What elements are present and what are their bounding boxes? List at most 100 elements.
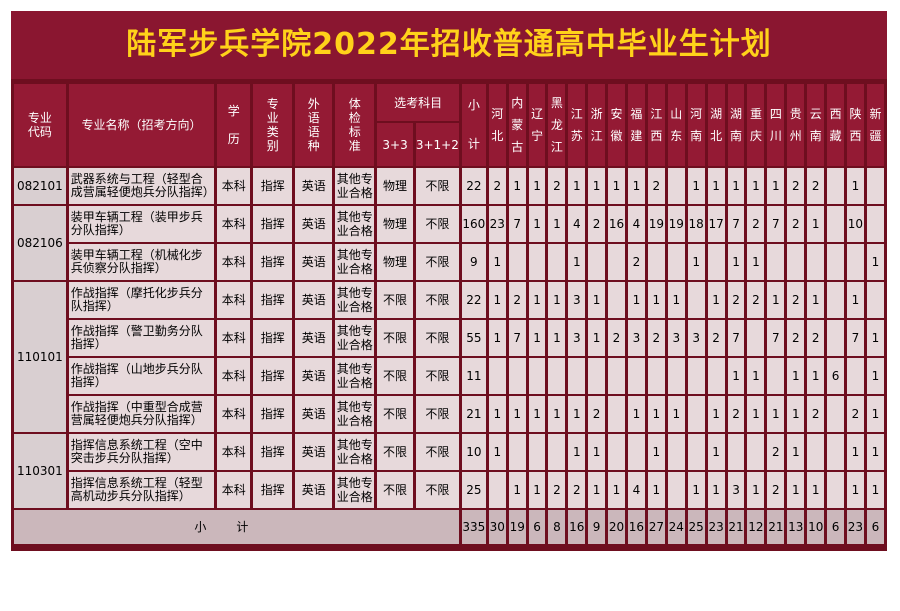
health-standard-cell: 其他专业合格: [335, 358, 375, 394]
province-quota-cell: 1: [568, 244, 586, 280]
province-quota-cell: [827, 282, 844, 318]
province-quota-cell: [528, 244, 546, 280]
province-quota-cell: 1: [727, 244, 745, 280]
province-quota-cell: 1: [548, 396, 566, 432]
education-cell: 本科: [217, 168, 251, 204]
province-quota-cell: 1: [866, 396, 884, 432]
subject-33-cell: 不限: [377, 282, 413, 318]
province-quota-cell: 1: [528, 396, 546, 432]
province-quota-cell: 2: [707, 320, 725, 356]
province-total-cell: 12: [747, 510, 765, 544]
province-quota-cell: [767, 244, 785, 280]
province-quota-cell: 1: [866, 434, 884, 470]
province-quota-cell: 4: [627, 206, 645, 242]
province-quota-cell: 1: [747, 472, 765, 508]
province-quota-cell: [866, 282, 884, 318]
header-subject-33: 3+3: [377, 123, 413, 166]
subtotal-cell: 9: [461, 244, 486, 280]
province-quota-cell: 1: [488, 320, 506, 356]
province-quota-cell: 4: [568, 206, 586, 242]
page-title: 陆军步兵学院2022年招收普通高中毕业生计划: [11, 11, 887, 79]
province-quota-cell: [687, 358, 705, 394]
major-name-cell: 装甲车辆工程（机械化步兵侦察分队指挥）: [68, 244, 215, 280]
province-quota-cell: 2: [727, 396, 745, 432]
province-quota-cell: [846, 244, 864, 280]
province-quota-cell: 7: [767, 320, 785, 356]
province-quota-cell: 1: [807, 358, 825, 394]
subtotal-cell: 55: [461, 320, 486, 356]
province-quota-cell: [807, 434, 825, 470]
province-quota-cell: 1: [528, 206, 546, 242]
province-total-cell: 27: [647, 510, 665, 544]
header-province: 云 南: [807, 84, 825, 166]
province-total-cell: 19: [508, 510, 526, 544]
major-name-cell: 装甲车辆工程（装甲步兵分队指挥）: [68, 206, 215, 242]
province-quota-cell: 16: [608, 206, 625, 242]
province-quota-cell: 1: [627, 282, 645, 318]
major-type-cell: 指挥: [253, 358, 293, 394]
province-quota-cell: [608, 282, 625, 318]
header-name: 专业名称（招考方向）: [68, 84, 215, 166]
province-quota-cell: [747, 434, 765, 470]
major-name-cell: 武器系统与工程（轻型合成营属轻便炮兵分队指挥）: [68, 168, 215, 204]
province-total-cell: 30: [488, 510, 506, 544]
province-quota-cell: 1: [846, 282, 864, 318]
province-quota-cell: 1: [608, 472, 625, 508]
province-quota-cell: 3: [727, 472, 745, 508]
major-name-cell: 作战指挥（中重型合成营营属轻便炮兵分队指挥）: [68, 396, 215, 432]
health-standard-cell: 其他专业合格: [335, 320, 375, 356]
province-quota-cell: 1: [528, 472, 546, 508]
health-standard-cell: 其他专业合格: [335, 396, 375, 432]
province-quota-cell: [846, 358, 864, 394]
major-code-cell: 110301: [14, 434, 66, 508]
table-row: 082106 装甲车辆工程（装甲步兵分队指挥） 本科 指挥 英语 其他专业合格 物理 不限 16…: [14, 206, 884, 280]
province-quota-cell: 2: [807, 396, 825, 432]
enrollment-table: 专业 代码 专业名称（招考方向） 学 历 专 业 类 别 外 语 语 种 体 检…: [11, 82, 887, 546]
province-quota-cell: 4: [627, 472, 645, 508]
language-cell: 英语: [295, 434, 333, 470]
education-cell: 本科: [217, 434, 251, 470]
province-quota-cell: 1: [568, 168, 586, 204]
province-quota-cell: 1: [866, 472, 884, 508]
education-cell: 本科: [217, 206, 251, 242]
province-quota-cell: [627, 358, 645, 394]
province-quota-cell: [667, 168, 685, 204]
province-quota-cell: 2: [548, 472, 566, 508]
province-quota-cell: 1: [588, 472, 606, 508]
header-province: 贵 州: [787, 84, 805, 166]
province-quota-cell: [707, 358, 725, 394]
header-province: 新 疆: [866, 84, 884, 166]
table-row: 作战指挥（警卫勤务分队指挥） 本科 指挥 英语 其他专业合格 不限 不限 55 1 7 1 1 3 1 2 3…: [14, 320, 884, 356]
province-quota-cell: 1: [588, 282, 606, 318]
province-quota-cell: 2: [747, 206, 765, 242]
province-quota-cell: 2: [568, 472, 586, 508]
header-edu: 学 历: [217, 84, 251, 166]
province-quota-cell: 2: [588, 396, 606, 432]
education-cell: 本科: [217, 472, 251, 508]
major-code-cell: 082101: [14, 168, 66, 204]
header-province: 江 西: [647, 84, 665, 166]
language-cell: 英语: [295, 396, 333, 432]
subtotal-cell: 10: [461, 434, 486, 470]
major-name-cell: 作战指挥（摩托化步兵分队指挥）: [68, 282, 215, 318]
province-quota-cell: [647, 358, 665, 394]
province-quota-cell: 1: [647, 434, 665, 470]
province-quota-cell: [568, 358, 586, 394]
province-quota-cell: [667, 244, 685, 280]
province-quota-cell: [827, 472, 844, 508]
subject-33-cell: 不限: [377, 396, 413, 432]
subject-33-cell: 不限: [377, 434, 413, 470]
header-province: 浙 江: [588, 84, 606, 166]
major-type-cell: 指挥: [253, 472, 293, 508]
province-quota-cell: 1: [707, 434, 725, 470]
major-name-cell: 作战指挥（山地步兵分队指挥）: [68, 358, 215, 394]
header-subject-312: 3+1+2: [415, 123, 459, 166]
province-quota-cell: 7: [508, 206, 526, 242]
province-total-cell: 6: [827, 510, 844, 544]
province-quota-cell: 1: [647, 396, 665, 432]
province-quota-cell: 1: [767, 282, 785, 318]
education-cell: 本科: [217, 282, 251, 318]
province-quota-cell: [827, 320, 844, 356]
subject-33-cell: 物理: [377, 206, 413, 242]
province-quota-cell: [827, 396, 844, 432]
